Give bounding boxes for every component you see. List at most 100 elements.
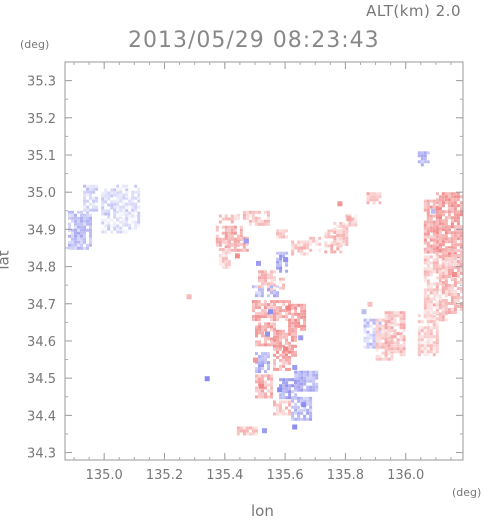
echo-cell — [261, 355, 264, 359]
echo-cell — [267, 374, 270, 378]
echo-cell — [288, 324, 292, 328]
echo-cell — [363, 330, 367, 334]
echo-cell — [438, 216, 442, 220]
echo-cell — [444, 231, 448, 235]
echo-cell — [366, 198, 370, 202]
echo-cell — [426, 229, 430, 233]
echo-cell — [258, 380, 261, 384]
echo-region — [218, 248, 231, 269]
echo-cell — [447, 207, 451, 211]
echo-region — [251, 300, 270, 322]
echo-cell — [432, 261, 436, 265]
echo-cell — [429, 238, 433, 242]
echo-cell — [134, 196, 138, 200]
echo-cell — [309, 402, 313, 406]
echo-cell — [456, 249, 460, 253]
echo-cell — [242, 432, 246, 436]
echo-cell — [378, 321, 382, 325]
echo-cell — [393, 314, 397, 318]
echo-cell — [279, 406, 282, 410]
echo-cell — [242, 213, 246, 217]
echo-cell — [113, 211, 117, 215]
echo-cell — [218, 257, 222, 260]
echo-cell — [423, 208, 427, 212]
echo-region — [276, 229, 289, 239]
echo-cell — [270, 392, 273, 396]
echo-cell — [245, 213, 249, 217]
echo-cell — [303, 399, 307, 403]
echo-cell — [438, 279, 442, 283]
echo-cell — [113, 184, 117, 188]
echo-cell — [273, 400, 276, 404]
echo-cell — [426, 261, 430, 265]
echo-cell — [276, 266, 280, 270]
echo-cell — [420, 320, 424, 324]
echo-cell — [92, 205, 96, 209]
echo-speck — [265, 331, 270, 337]
echo-cell — [116, 191, 120, 195]
echo-cell — [456, 237, 460, 241]
echo-cell — [429, 267, 433, 271]
echo-cell — [450, 234, 454, 238]
echo-cell — [327, 244, 331, 248]
echo-cell — [324, 232, 328, 236]
echo-cell — [300, 249, 304, 253]
echo-speck — [262, 428, 267, 434]
echo-cell — [429, 226, 433, 230]
echo-cell — [432, 229, 436, 233]
echo-cell — [89, 240, 92, 244]
echo-cell — [227, 239, 231, 243]
echo-cell — [447, 269, 451, 272]
echo-cell — [89, 231, 92, 235]
echo-cell — [363, 321, 367, 325]
echo-cell — [137, 217, 141, 221]
echo-cell — [113, 196, 117, 200]
echo-cell — [270, 276, 273, 280]
echo-cell — [426, 314, 430, 318]
echo-cell — [242, 245, 246, 249]
y-tick-label: 34.3 — [27, 447, 56, 462]
echo-cell — [276, 260, 280, 264]
echo-cell — [426, 332, 430, 336]
echo-cell — [387, 320, 391, 324]
echo-cell — [345, 236, 349, 240]
echo-cell — [369, 342, 373, 346]
echo-cell — [263, 306, 267, 310]
echo-cell — [279, 338, 282, 342]
echo-cell — [71, 213, 74, 217]
echo-cell — [447, 311, 451, 314]
echo-cell — [258, 331, 261, 335]
echo-cell — [438, 273, 442, 277]
echo-cell — [285, 318, 288, 322]
echo-cell — [444, 222, 448, 226]
echo-cell — [438, 231, 442, 235]
echo-cell — [384, 317, 388, 321]
echo-cell — [263, 300, 267, 304]
echo-cell — [83, 234, 86, 238]
echo-cell — [266, 306, 270, 310]
echo-cell — [390, 314, 394, 318]
echo-cell — [423, 314, 427, 318]
echo-cell — [426, 309, 430, 313]
echo-cell — [339, 224, 343, 228]
echo-cell — [435, 303, 439, 307]
echo-cell — [297, 408, 301, 412]
echo-cell — [89, 222, 92, 226]
echo-cell — [122, 184, 126, 188]
echo-cell — [294, 353, 297, 357]
echo-cell — [264, 352, 267, 356]
echo-cell — [239, 234, 243, 238]
echo-cell — [116, 184, 120, 188]
echo-cell — [255, 370, 258, 374]
echo-cell — [435, 235, 439, 239]
echo-cell — [291, 353, 294, 357]
echo-cell — [432, 341, 436, 345]
echo-cell — [444, 290, 448, 293]
echo-cell — [276, 338, 279, 342]
echo-cell — [432, 205, 436, 209]
echo-cell — [282, 283, 285, 287]
echo-cell — [294, 344, 297, 348]
echo-cell — [306, 402, 310, 406]
echo-cell — [429, 347, 433, 351]
echo-cell — [260, 312, 264, 316]
